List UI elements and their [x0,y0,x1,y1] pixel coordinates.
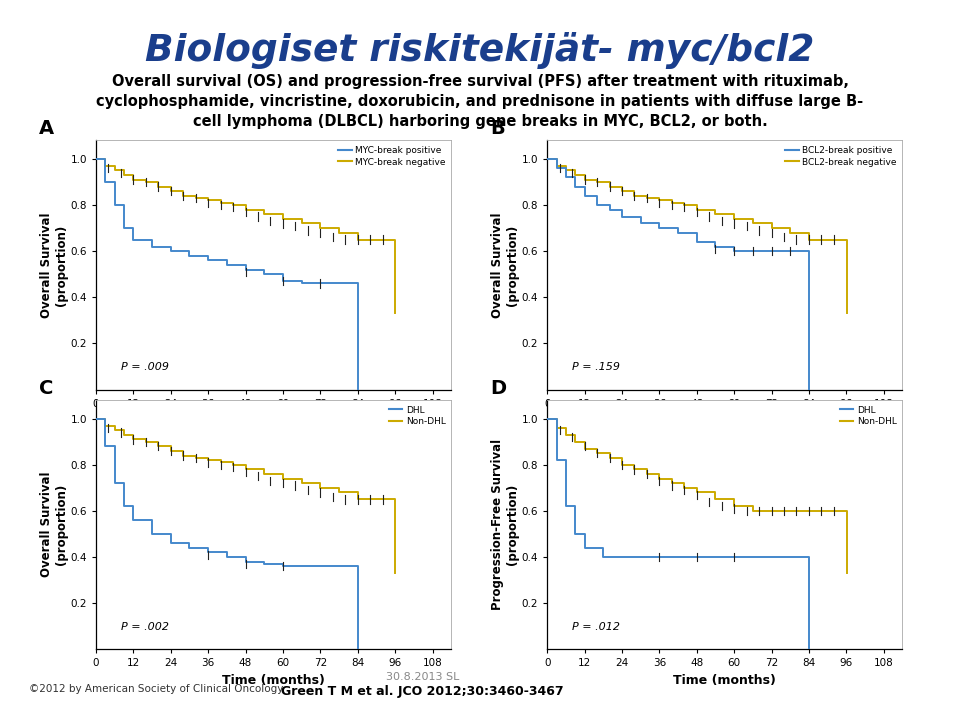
Text: P = .002: P = .002 [121,622,169,632]
Text: P = .012: P = .012 [572,622,620,632]
Text: 30.8.2013 SL: 30.8.2013 SL [386,673,459,682]
Legend: MYC-break positive, MYC-break negative: MYC-break positive, MYC-break negative [334,143,449,170]
Text: ASC×: ASC× [848,687,871,695]
X-axis label: Time (months): Time (months) [222,674,325,687]
Legend: BCL2-break positive, BCL2-break negative: BCL2-break positive, BCL2-break negative [781,143,900,170]
Text: D: D [491,378,507,397]
Text: Biologiset riskitekijät- myc/bcl2: Biologiset riskitekijät- myc/bcl2 [145,32,815,69]
Text: A: A [39,119,55,138]
Y-axis label: Overall Survival
(proportion): Overall Survival (proportion) [39,472,68,578]
Text: ©2012 by American Society of Clinical Oncology: ©2012 by American Society of Clinical On… [29,684,283,694]
Text: Green T M et al. JCO 2012;30:3460-3467: Green T M et al. JCO 2012;30:3460-3467 [281,685,564,698]
Text: P = .159: P = .159 [572,362,620,372]
X-axis label: Time (months): Time (months) [222,414,325,428]
Text: P = .009: P = .009 [121,362,169,372]
Text: B: B [491,119,505,138]
X-axis label: Time (months): Time (months) [673,674,777,687]
Legend: DHL, Non-DHL: DHL, Non-DHL [836,402,900,430]
Y-axis label: Overall Survival
(proportion): Overall Survival (proportion) [491,212,519,318]
X-axis label: Time (months): Time (months) [673,414,777,428]
Text: cyclophosphamide, vincristine, doxorubicin, and prednisone in patients with diff: cyclophosphamide, vincristine, doxorubic… [96,94,864,109]
Text: JOURNAL of CLINICAL ONCOLOGY: JOURNAL of CLINICAL ONCOLOGY [802,675,917,680]
Text: cell lymphoma (DLBCL) harboring gene breaks in MYC, BCL2, or both.: cell lymphoma (DLBCL) harboring gene bre… [193,114,767,129]
Text: C: C [39,378,54,397]
Legend: DHL, Non-DHL: DHL, Non-DHL [385,402,449,430]
Text: Overall survival (OS) and progression-free survival (PFS) after treatment with r: Overall survival (OS) and progression-fr… [111,74,849,88]
Y-axis label: Progression-Free Survival
(proportion): Progression-Free Survival (proportion) [491,439,519,610]
Y-axis label: Overall Survival
(proportion): Overall Survival (proportion) [39,212,68,318]
